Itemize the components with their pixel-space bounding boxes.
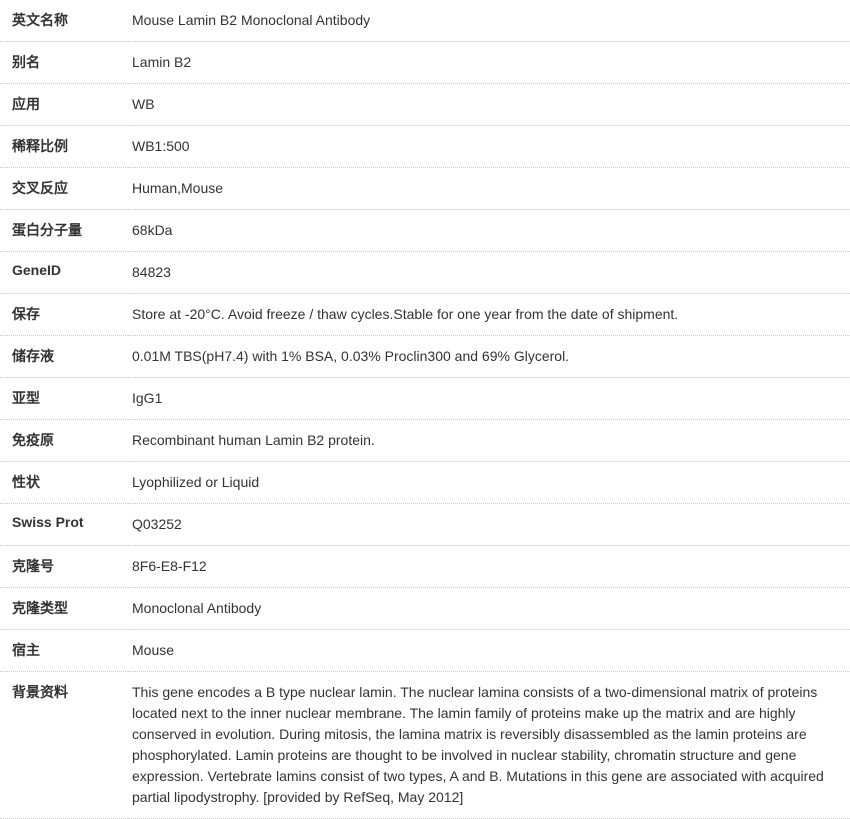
- row-label: 蛋白分子量: [0, 210, 128, 252]
- spec-table-body: 英文名称Mouse Lamin B2 Monoclonal Antibody别名…: [0, 0, 850, 819]
- row-value: Monoclonal Antibody: [128, 588, 850, 630]
- row-label: 背景资料: [0, 672, 128, 819]
- row-value: IgG1: [128, 378, 850, 420]
- table-row: 克隆类型Monoclonal Antibody: [0, 588, 850, 630]
- row-label: 宿主: [0, 630, 128, 672]
- row-label: 稀释比例: [0, 126, 128, 168]
- row-label: 免疫原: [0, 420, 128, 462]
- table-row: 英文名称Mouse Lamin B2 Monoclonal Antibody: [0, 0, 850, 42]
- row-label: Swiss Prot: [0, 504, 128, 546]
- row-value: Recombinant human Lamin B2 protein.: [128, 420, 850, 462]
- table-row: 宿主Mouse: [0, 630, 850, 672]
- table-row: 亚型IgG1: [0, 378, 850, 420]
- table-row: Swiss ProtQ03252: [0, 504, 850, 546]
- row-value: Store at -20°C. Avoid freeze / thaw cycl…: [128, 294, 850, 336]
- row-value: Mouse Lamin B2 Monoclonal Antibody: [128, 0, 850, 42]
- row-label: 应用: [0, 84, 128, 126]
- row-value: Mouse: [128, 630, 850, 672]
- row-label: 交叉反应: [0, 168, 128, 210]
- row-value: Lamin B2: [128, 42, 850, 84]
- spec-table: 英文名称Mouse Lamin B2 Monoclonal Antibody别名…: [0, 0, 850, 819]
- row-label: 克隆类型: [0, 588, 128, 630]
- row-label: 亚型: [0, 378, 128, 420]
- row-label: 克隆号: [0, 546, 128, 588]
- row-value: 84823: [128, 252, 850, 294]
- row-value: 0.01M TBS(pH7.4) with 1% BSA, 0.03% Proc…: [128, 336, 850, 378]
- table-row: 稀释比例WB1:500: [0, 126, 850, 168]
- row-label: 保存: [0, 294, 128, 336]
- row-label: 英文名称: [0, 0, 128, 42]
- table-row: 蛋白分子量68kDa: [0, 210, 850, 252]
- row-value: This gene encodes a B type nuclear lamin…: [128, 672, 850, 819]
- table-row: 应用WB: [0, 84, 850, 126]
- row-label: 储存液: [0, 336, 128, 378]
- table-row: 免疫原Recombinant human Lamin B2 protein.: [0, 420, 850, 462]
- table-row: 别名Lamin B2: [0, 42, 850, 84]
- row-label: 性状: [0, 462, 128, 504]
- table-row: 克隆号8F6-E8-F12: [0, 546, 850, 588]
- row-value: Human,Mouse: [128, 168, 850, 210]
- row-label: GeneID: [0, 252, 128, 294]
- row-value: Q03252: [128, 504, 850, 546]
- table-row: 交叉反应Human,Mouse: [0, 168, 850, 210]
- row-value: 68kDa: [128, 210, 850, 252]
- row-label: 别名: [0, 42, 128, 84]
- row-value: WB: [128, 84, 850, 126]
- table-row: 背景资料This gene encodes a B type nuclear l…: [0, 672, 850, 819]
- table-row: 保存Store at -20°C. Avoid freeze / thaw cy…: [0, 294, 850, 336]
- table-row: GeneID84823: [0, 252, 850, 294]
- table-row: 性状Lyophilized or Liquid: [0, 462, 850, 504]
- table-row: 储存液0.01M TBS(pH7.4) with 1% BSA, 0.03% P…: [0, 336, 850, 378]
- row-value: WB1:500: [128, 126, 850, 168]
- row-value: 8F6-E8-F12: [128, 546, 850, 588]
- row-value: Lyophilized or Liquid: [128, 462, 850, 504]
